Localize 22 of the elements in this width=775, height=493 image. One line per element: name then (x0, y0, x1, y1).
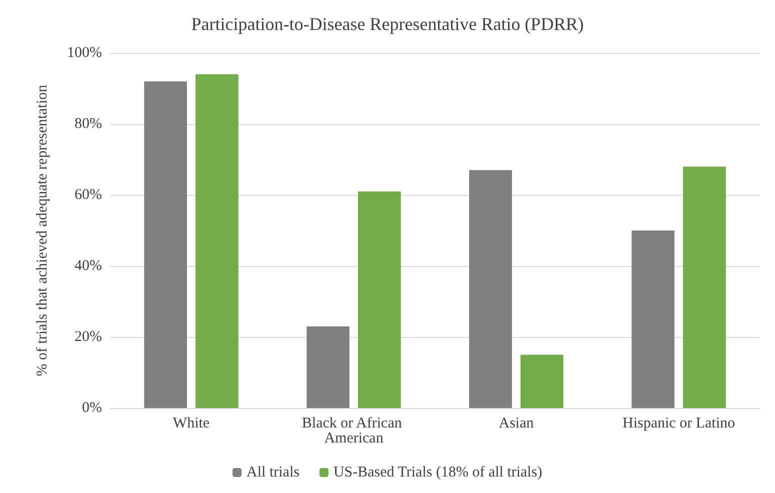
y-tick-label: 80% (74, 116, 102, 132)
y-tick-label: 60% (74, 187, 102, 203)
x-tick-label: Asian (498, 416, 534, 432)
x-tick-label: Hispanic or Latino (622, 416, 735, 432)
x-tick-label: White (172, 416, 210, 432)
legend-label: All trials (246, 464, 300, 480)
y-tick-label: 20% (74, 329, 102, 345)
y-axis-title: % of trials that achieved adequate representation (34, 84, 50, 376)
y-tick-label: 0% (82, 400, 102, 416)
chart-title: Participation-to-Disease Representative Ratio (PDRR) (191, 14, 584, 34)
legend-label: US-Based Trials (18% of all trials) (333, 464, 542, 480)
x-tick-label: Black or African American (302, 416, 406, 446)
bar (144, 81, 187, 408)
bar (520, 354, 564, 408)
y-tick-label: 100% (67, 45, 102, 61)
bar (632, 230, 674, 408)
bar (683, 166, 726, 408)
y-tick-label: 40% (74, 258, 102, 274)
bar (358, 191, 401, 408)
bar (196, 74, 238, 408)
bar (306, 326, 350, 408)
bar (469, 170, 512, 408)
